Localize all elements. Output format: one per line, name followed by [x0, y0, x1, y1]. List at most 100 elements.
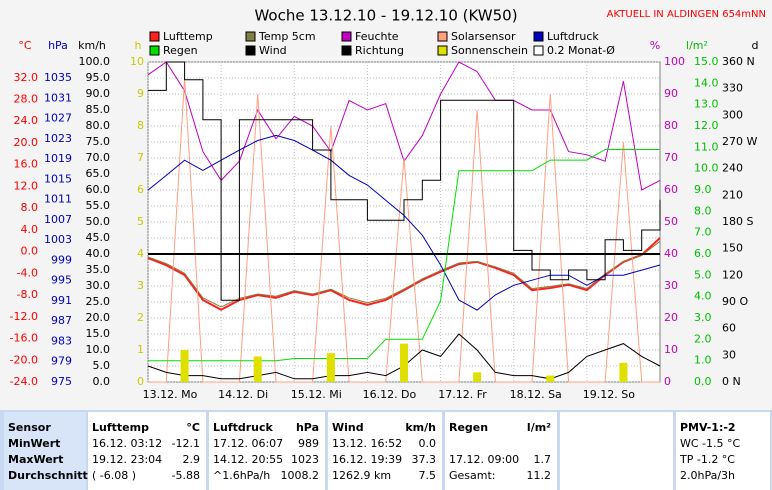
table-cell: 11.2: [527, 469, 552, 482]
legend-swatch: [533, 45, 544, 56]
legend-label: 0.2 Monat-Ø: [547, 44, 615, 57]
y-tick-label: 70: [664, 151, 678, 164]
y-tick-label: 15.0: [86, 327, 111, 340]
legend-label: Wind: [259, 44, 287, 57]
y-tick-label: 270 W: [722, 135, 757, 148]
y-tick-label: 1031: [44, 91, 72, 104]
legend-swatch: [341, 31, 352, 42]
y-tick-label: 50: [664, 215, 678, 228]
y-tick-label: -20.0: [10, 353, 38, 366]
y-tick-label: 100.0: [79, 55, 111, 68]
table-cell: 1008.2: [281, 469, 320, 482]
table-cell: 17.12. 09:00: [449, 453, 519, 466]
table-cell: 14.12. 20:55: [213, 453, 283, 466]
column-title: Luftdruck: [213, 421, 274, 434]
y-tick-label: 15.0: [694, 55, 719, 68]
series-line: [148, 61, 661, 301]
x-tick-label: 14.12. Di: [218, 388, 268, 401]
y-tick-label: 983: [51, 334, 72, 347]
y-tick-label: 1019: [44, 152, 72, 165]
y-tick-label: 45.0: [86, 231, 111, 244]
y-tick-label: 40.0: [86, 247, 111, 260]
legend-swatch: [341, 45, 352, 56]
y-tick-label: 12.0: [14, 179, 39, 192]
chart-title: Woche 13.12.10 - 19.12.10 (KW50): [254, 7, 517, 25]
table-cell-background: [676, 412, 770, 490]
y-tick-label: 60.0: [86, 183, 111, 196]
column-title: Lufttemp: [92, 421, 149, 434]
y-tick-label: 995: [51, 274, 72, 287]
table-cell: 1.7: [534, 453, 552, 466]
y-tick-label: 8: [137, 119, 144, 132]
axis-unit: %: [650, 39, 660, 52]
y-tick-label: 3.0: [694, 311, 712, 324]
y-tick-label: 1027: [44, 112, 72, 125]
axis-unit: hPa: [48, 39, 68, 52]
table-cell: 2.9: [183, 453, 201, 466]
table-cell: 13.12. 16:52: [332, 437, 402, 450]
table-cell: -5.88: [172, 469, 200, 482]
legend-swatch: [149, 31, 160, 42]
chart-subtitle: AKTUELL IN ALDINGEN 654mNN: [607, 9, 766, 20]
row-label: MaxWert: [8, 453, 63, 466]
y-tick-label: 55.0: [86, 199, 111, 212]
column-title: Wind: [332, 421, 364, 434]
row-label: MinWert: [8, 437, 60, 450]
y-tick-label: 13.0: [694, 98, 719, 111]
y-tick-label: 2: [137, 311, 144, 324]
y-tick-label: 0.0: [93, 375, 111, 388]
y-tick-label: 5.0: [93, 359, 111, 372]
y-tick-label: 999: [51, 253, 72, 266]
legend-label: Feuchte: [355, 30, 399, 43]
column-unit: km/h: [405, 421, 436, 434]
y-tick-label: -8.0: [17, 288, 38, 301]
y-tick-label: 10: [130, 55, 144, 68]
y-tick-label: 5.0: [694, 268, 712, 281]
y-tick-label: 8.0: [694, 204, 712, 217]
y-tick-label: 0.0: [21, 245, 39, 258]
table-cell: ^1.6hPa/h: [213, 469, 270, 482]
legend-swatch: [149, 45, 160, 56]
y-tick-label: 65.0: [86, 167, 111, 180]
y-tick-label: 991: [51, 294, 72, 307]
x-tick-label: 19.12. So: [583, 388, 635, 401]
y-tick-label: 30: [664, 279, 678, 292]
table-cell: 17.12. 06:07: [213, 437, 283, 450]
legend-label: Lufttemp: [163, 30, 213, 43]
y-tick-label: 300: [722, 108, 743, 121]
table-cell: 19.12. 23:04: [92, 453, 162, 466]
y-tick-label: 330: [722, 82, 743, 95]
table-cell: 0.0: [419, 437, 437, 450]
table-cell: Gesamt:: [449, 469, 496, 482]
y-tick-label: 24.0: [14, 114, 39, 127]
table-cell: 1023: [291, 453, 319, 466]
table-cell: 37.3: [412, 453, 437, 466]
table-cell-background: [4, 412, 86, 490]
y-tick-label: 4.0: [694, 290, 712, 303]
y-tick-label: 35.0: [86, 263, 111, 276]
table-cell: 16.12. 19:39: [332, 453, 402, 466]
legend-swatch: [437, 45, 448, 56]
axis-unit: d: [752, 39, 759, 52]
series-line: [148, 149, 660, 362]
table-cell-background: [209, 412, 325, 490]
sunshine-bar: [546, 375, 555, 382]
y-tick-label: 60: [664, 183, 678, 196]
sunshine-bar: [619, 362, 628, 382]
legend-label: Sonnenschein: [451, 44, 528, 57]
table-cell: -12.1: [172, 437, 200, 450]
legend-swatch: [533, 31, 544, 42]
y-tick-label: 8.0: [21, 201, 39, 214]
table-cell-background: [328, 412, 442, 490]
y-tick-label: 1023: [44, 132, 72, 145]
axis-unit: l/m²: [686, 39, 708, 52]
x-tick-label: 15.12. Mi: [291, 388, 342, 401]
sunshine-bar: [326, 353, 335, 382]
y-tick-label: 60: [722, 322, 736, 335]
sunshine-bar: [253, 356, 262, 382]
y-tick-label: 50.0: [86, 215, 111, 228]
column-title: Sensor: [8, 421, 51, 434]
y-tick-label: 180 S: [722, 215, 753, 228]
